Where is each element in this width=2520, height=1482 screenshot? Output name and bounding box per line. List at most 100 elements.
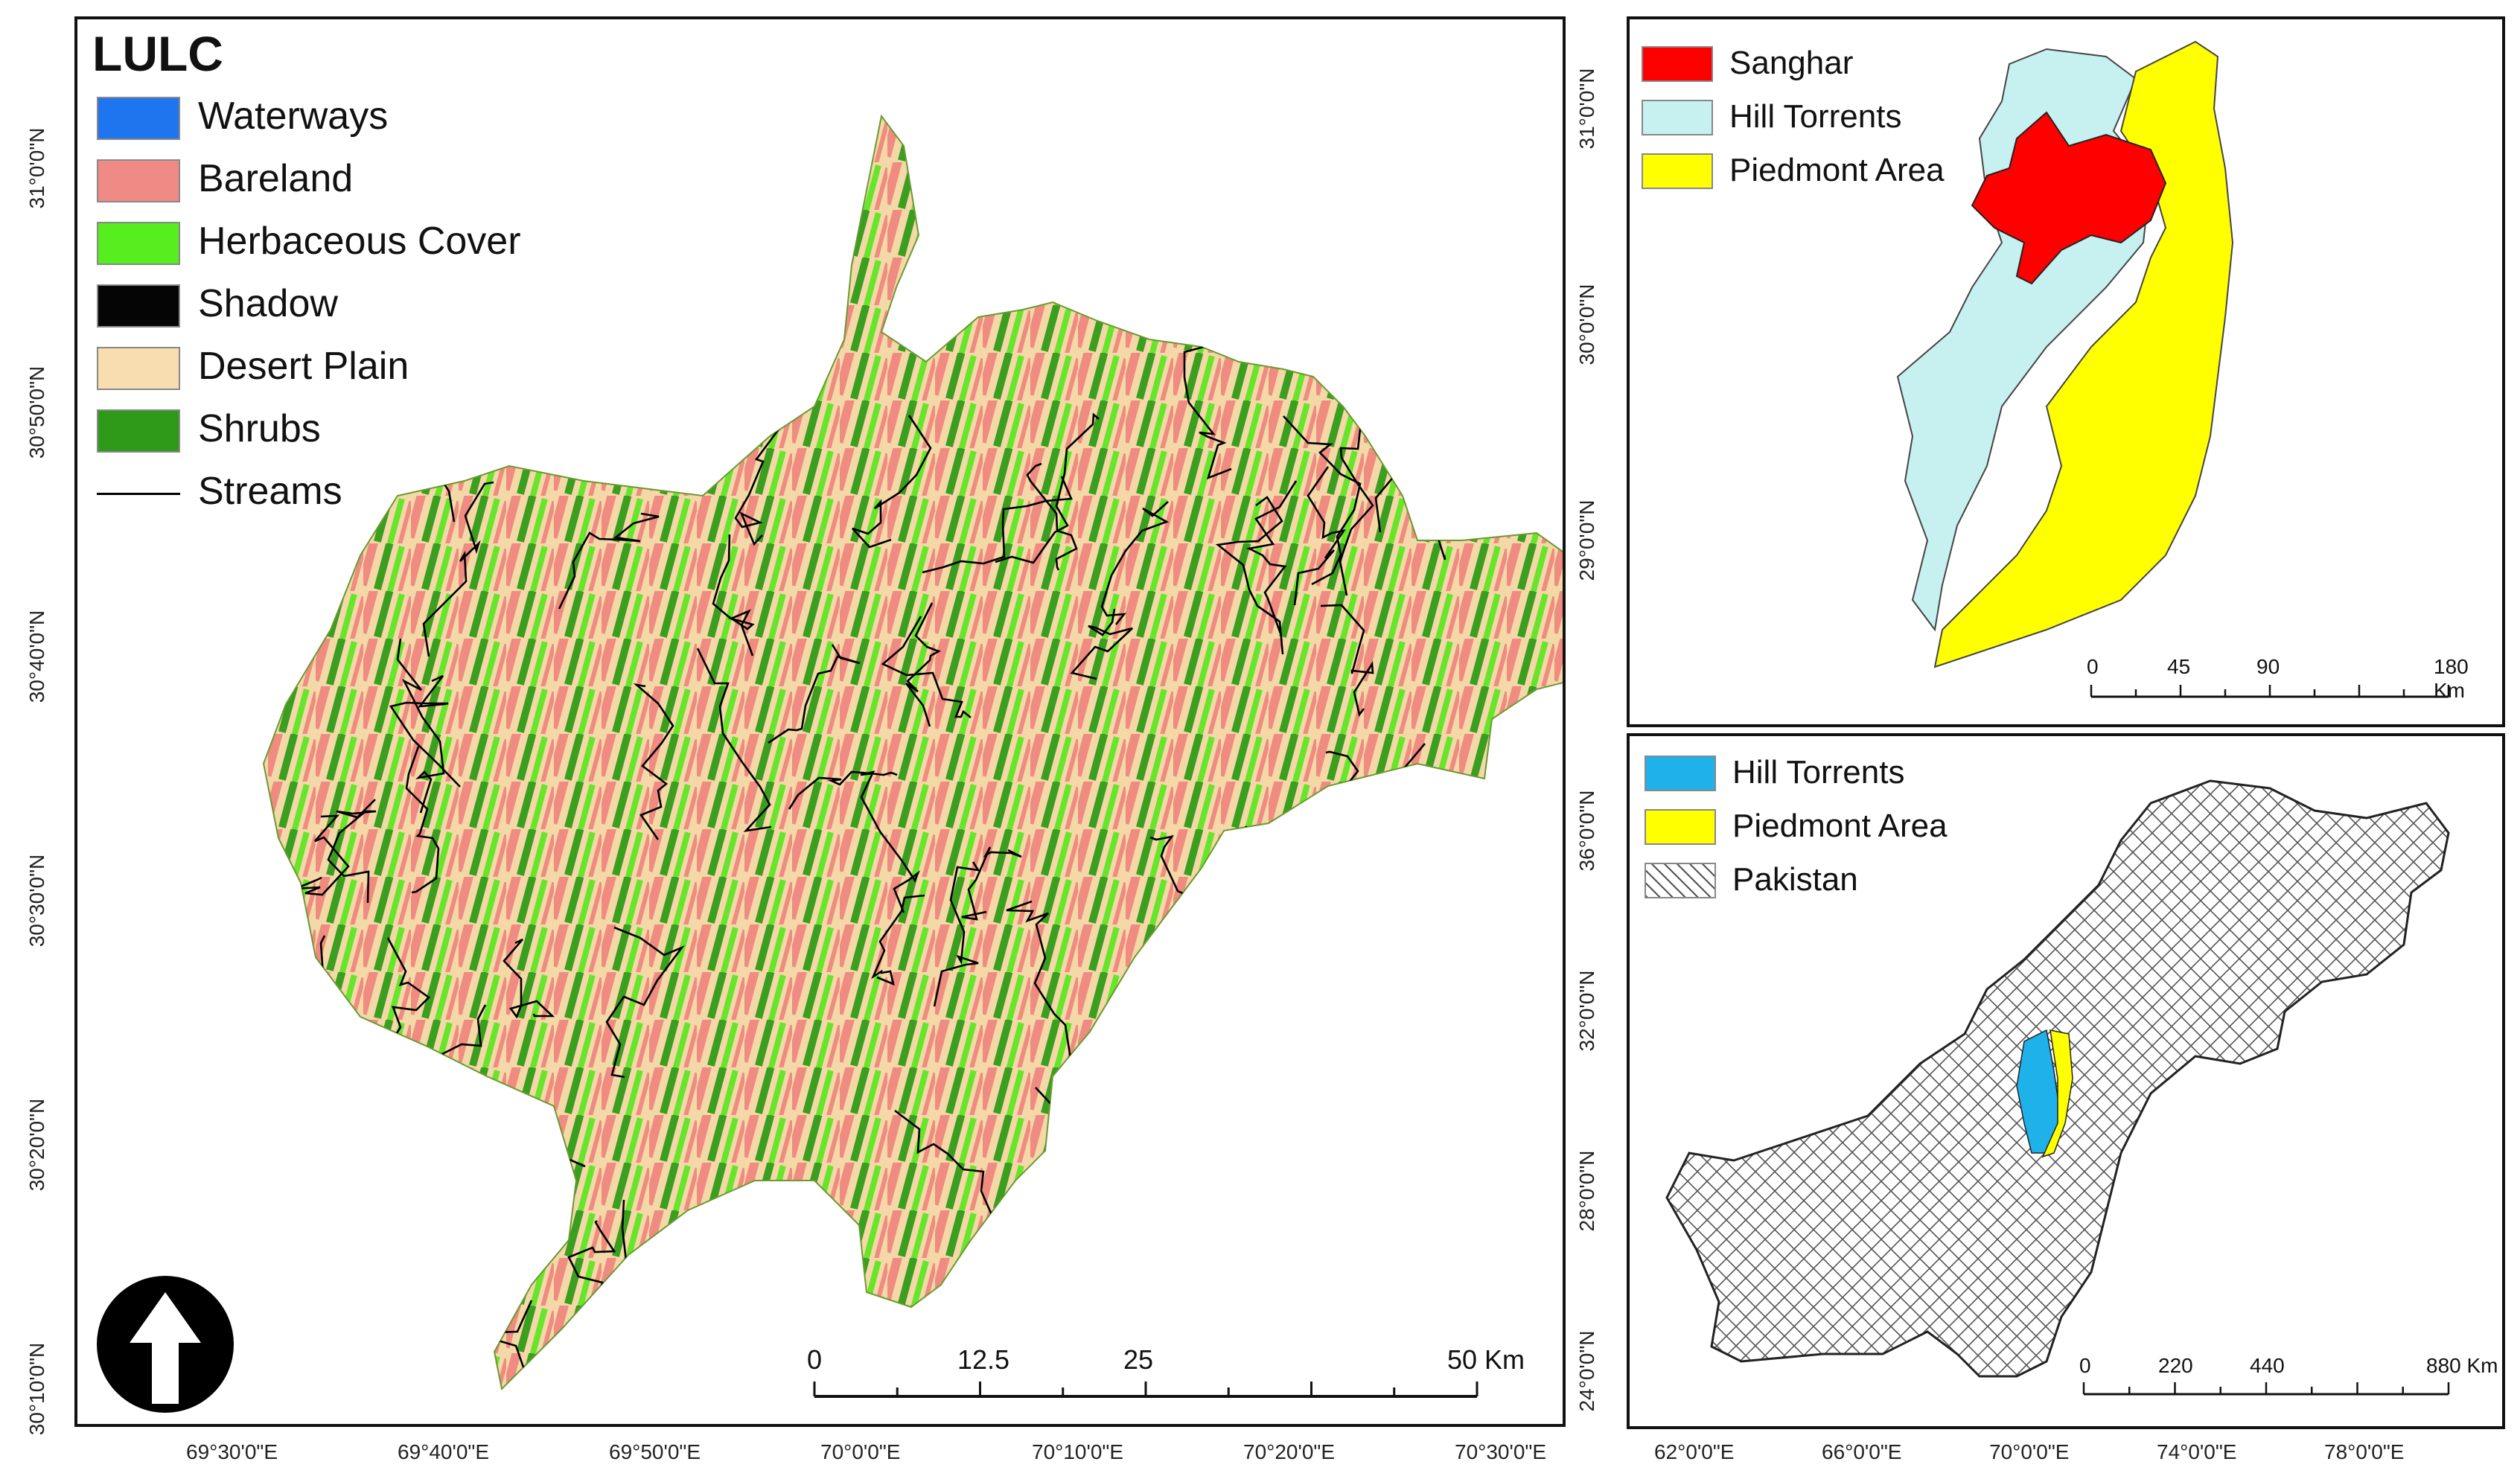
stream-line: [1183, 345, 1232, 480]
stream-line: [922, 476, 1073, 574]
stream-line: [768, 644, 861, 744]
longitude-label: 70°0'0"E: [820, 1440, 901, 1463]
legend-swatch-desert-plain: [97, 347, 180, 390]
scale-label: 0: [807, 1344, 823, 1375]
stream-line: [1245, 480, 1298, 634]
stream-line: [396, 638, 445, 814]
legend-title: LULC: [92, 26, 223, 81]
inset-bottom-frame: Hill Torrents Piedmont Area Pakistan 0 220 4…: [1627, 733, 2505, 1429]
stream-line: [691, 1294, 763, 1387]
stream-line: [605, 926, 685, 1079]
stream-line: [1485, 339, 1546, 465]
legend-label-piedmont-area: Piedmont Area: [1732, 808, 1948, 844]
stream-line: [1215, 496, 1284, 655]
stream-line: [1053, 1102, 1168, 1208]
legend-swatch-herbaceous-cover: [97, 222, 180, 265]
legend-label-hill-torrents: Hill Torrents: [1732, 754, 1905, 790]
main-scale-bar: 0 12.5 25 50 Km: [807, 1344, 1551, 1419]
legend-label-desert-plain: Desert Plain: [198, 345, 409, 388]
longitude-label: 69°50'0"E: [609, 1440, 701, 1463]
legend-swatch-shadow: [97, 284, 180, 328]
stream-line: [1006, 900, 1072, 1059]
stream-line: [558, 512, 660, 610]
inset-top-scale-bar: 0 45 90 180 Km: [2084, 652, 2501, 724]
longitude-label: 78°0'0"E: [2324, 1440, 2405, 1463]
legend-swatch-piedmont-area: [1642, 153, 1713, 189]
inset-top-frame: Sanghar Hill Torrents Piedmont Area 0 45 90 1…: [1627, 16, 2505, 727]
longitude-label: 74°0'0"E: [2157, 1440, 2237, 1463]
basin-lulc: [262, 114, 1563, 1391]
main-map-frame: LULC Waterways Bareland Herbaceous Cover Sh…: [74, 16, 1566, 1427]
scale-label: 180 Km: [2434, 655, 2469, 702]
scale-label: 0: [2079, 1354, 2091, 1377]
legend-swatch-piedmont-area: [1645, 809, 1716, 845]
latitude-label: 30°40'0"N: [25, 610, 48, 703]
stream-line: [696, 648, 772, 832]
stream-line: [503, 938, 555, 1019]
latitude-label: 30°0'0"N: [1575, 284, 1598, 365]
legend-swatch-waterways: [97, 97, 180, 140]
stream-line: [422, 481, 494, 657]
longitude-label: 70°0'0"E: [1989, 1440, 2070, 1463]
latitude-label: 32°0'0"N: [1575, 970, 1598, 1052]
legend-swatch-shrubs: [97, 409, 180, 453]
longitude-label: 66°0'0"E: [1822, 1440, 1902, 1463]
latitude-label: 29°0'0"N: [1575, 499, 1598, 581]
scale-label: 440: [2250, 1354, 2285, 1377]
latitude-label: 30°20'0"N: [25, 1098, 48, 1192]
legend-label-waterways: Waterways: [198, 95, 389, 138]
latitude-label: 30°50'0"N: [25, 365, 48, 459]
inset-bottom-scale-bar: 0 220 440 880 Km: [2076, 1354, 2501, 1421]
legend-swatch-hill-torrents: [1645, 756, 1716, 791]
scale-label: 50 Km: [1447, 1344, 1525, 1375]
stream-line: [1537, 796, 1563, 931]
longitude-label: 69°30'0"E: [186, 1440, 278, 1463]
stream-line: [633, 683, 674, 840]
scale-label: 90: [2256, 655, 2280, 678]
stream-line: [905, 602, 942, 727]
stream-line: [405, 746, 440, 894]
legend-label-piedmont-area: Piedmont Area: [1729, 152, 1945, 188]
stream-line: [881, 616, 972, 719]
stream-line: [1070, 608, 1133, 680]
stream-line: [734, 422, 784, 546]
stream-line: [1234, 825, 1270, 993]
stream-line: [712, 534, 755, 657]
stream-line: [1320, 604, 1374, 718]
stream-line: [961, 846, 1022, 921]
stream-line: [567, 1291, 634, 1389]
legend-label-streams: Streams: [198, 470, 342, 513]
stream-line: [995, 412, 1100, 564]
legend-swatch-sanghar: [1642, 46, 1713, 82]
stream-line: [852, 415, 932, 549]
stream-line: [788, 770, 898, 810]
legend-label-herbaceous-cover: Herbaceous Cover: [198, 220, 521, 263]
latitude-label: 28°0'0"N: [1575, 1150, 1598, 1232]
stream-line: [327, 799, 377, 904]
north-arrow-icon: [97, 1276, 234, 1413]
scale-label: 0: [2087, 655, 2099, 678]
stream-line: [295, 814, 350, 896]
stream-line: [1333, 1074, 1373, 1220]
latitude-label: 30°10'0"N: [25, 1342, 48, 1436]
stream-line: [1214, 1268, 1262, 1347]
main-map-svg: [262, 114, 1563, 1391]
legend-label-bareland: Bareland: [198, 157, 354, 200]
stream-line: [1311, 939, 1350, 991]
scale-label: 12.5: [957, 1344, 1010, 1375]
stream-line: [264, 515, 311, 646]
stream-line: [1283, 415, 1362, 586]
legend-label-pakistan: Pakistan: [1732, 861, 1858, 898]
inset-top-map: [1896, 40, 2234, 668]
stream-line: [1379, 900, 1452, 963]
longitude-label: 62°0'0"E: [1654, 1440, 1735, 1463]
latitude-label: 24°0'0"N: [1575, 1330, 1598, 1412]
stream-line: [401, 1204, 468, 1373]
longitude-label: 70°30'0"E: [1455, 1440, 1547, 1463]
scale-label: 45: [2167, 655, 2191, 678]
stream-line: [1293, 466, 1346, 606]
legend-swatch-pakistan: [1645, 863, 1716, 898]
stream-line: [1026, 462, 1078, 571]
longitude-label: 70°20'0"E: [1243, 1440, 1336, 1463]
latitude-label: 36°0'0"N: [1575, 790, 1598, 872]
